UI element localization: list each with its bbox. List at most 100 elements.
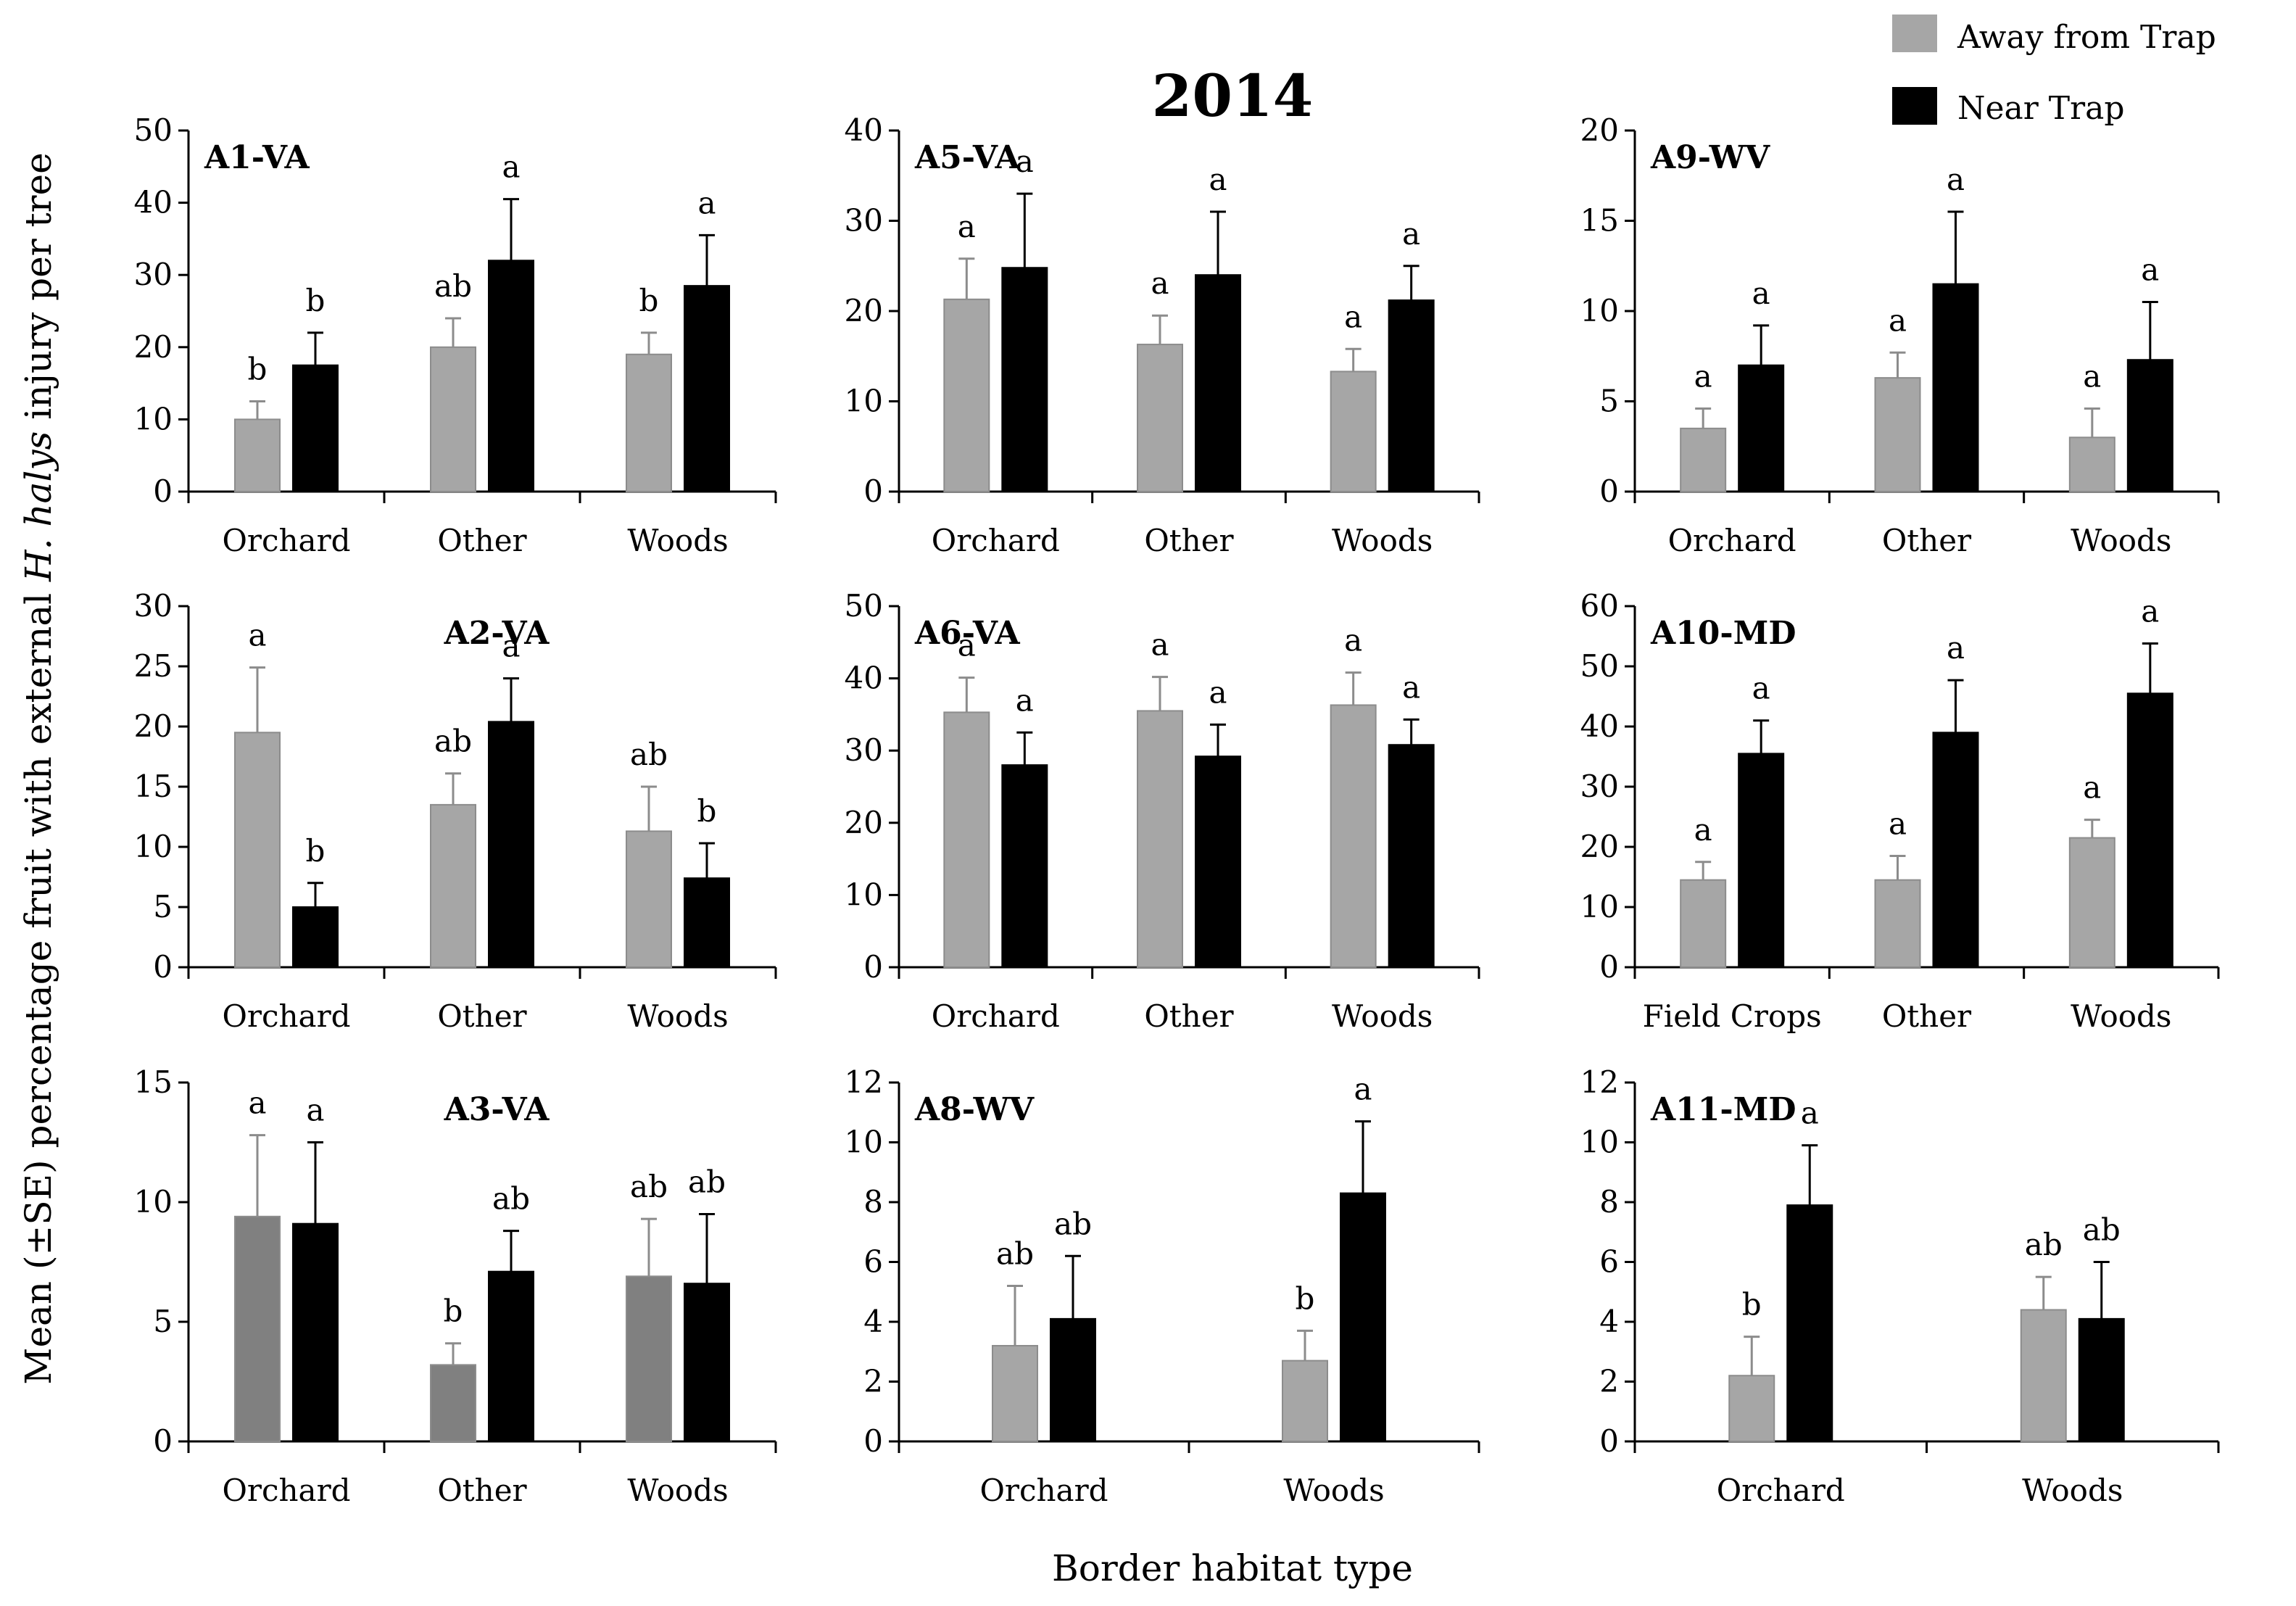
bar-near-trap — [1050, 1317, 1096, 1442]
bar-near-trap — [1738, 753, 1785, 968]
panel-title: A10-MD — [1650, 615, 1796, 652]
y-tick-label: 40 — [845, 661, 883, 696]
bar-away-from-trap — [430, 346, 476, 492]
y-tick-label: 0 — [1599, 473, 1619, 509]
significance-letter: a — [1889, 302, 1907, 338]
bar-near-trap — [684, 285, 730, 492]
y-tick-label: 10 — [134, 401, 173, 436]
bar-near-trap — [2078, 1317, 2125, 1442]
panel-title: A11-MD — [1650, 1091, 1796, 1128]
bar-away-from-trap — [2020, 1309, 2067, 1442]
y-tick-label: 2 — [1599, 1364, 1619, 1399]
x-tick-label: Woods — [627, 1473, 728, 1508]
y-tick-label: 50 — [845, 588, 883, 624]
significance-letter: a — [1016, 144, 1034, 179]
bar-near-trap — [1786, 1204, 1833, 1442]
bar-away-from-trap — [234, 732, 281, 968]
y-tick-label: 20 — [134, 708, 173, 744]
bar-away-from-trap — [943, 298, 990, 492]
panel-title: A1-VA — [204, 139, 310, 176]
panel-a9-wv: 0 5 10 15 20 A9-WV Orchard a a Other a a Woods a a — [1580, 112, 2220, 558]
y-tick-label: 10 — [134, 1184, 173, 1220]
panel-a10-md: 0 10 20 30 40 50 60 A10-MD Field Crops a a Other a a W… — [1580, 588, 2220, 1034]
y-tick-label: 6 — [1599, 1244, 1619, 1280]
bar-near-trap — [1001, 764, 1048, 968]
bar-near-trap — [684, 1283, 730, 1442]
y-tick-label: 10 — [1580, 293, 1619, 328]
bar-near-trap — [1195, 274, 1241, 492]
significance-letter: a — [1209, 162, 1227, 197]
x-tick-label: Woods — [1283, 1473, 1384, 1508]
bar-near-trap — [2126, 692, 2173, 968]
bar-away-from-trap — [430, 1364, 476, 1443]
bar-away-from-trap — [1330, 371, 1377, 492]
panel-title: A6-VA — [914, 615, 1021, 652]
y-tick-label: 0 — [1599, 1423, 1619, 1459]
x-tick-label: Other — [1882, 523, 1972, 558]
significance-letter: b — [444, 1294, 463, 1329]
significance-letter: ab — [630, 737, 668, 772]
x-tick-label: Woods — [627, 523, 728, 558]
y-tick-label: 25 — [134, 648, 173, 684]
y-tick-label: 6 — [863, 1244, 883, 1280]
x-tick-label: Woods — [2071, 523, 2171, 558]
y-tick-label: 0 — [153, 949, 173, 985]
significance-letter: a — [1151, 627, 1169, 663]
significance-letter: a — [958, 209, 976, 244]
y-tick-label: 30 — [134, 257, 173, 292]
significance-letter: b — [697, 793, 717, 829]
bar-near-trap — [292, 1222, 339, 1442]
panel-a5-va: 0 10 20 30 40 A5-VA Orchard a a Other a a Woods a a — [845, 112, 1480, 558]
bar-away-from-trap — [234, 418, 281, 493]
x-tick-label: Woods — [627, 998, 728, 1034]
bar-away-from-trap — [234, 1215, 281, 1443]
panel-title: A5-VA — [914, 139, 1021, 176]
bar-away-from-trap — [1680, 879, 1727, 969]
x-tick-label: Woods — [1332, 523, 1433, 558]
x-tick-label: Other — [437, 1473, 527, 1508]
y-tick-label: 10 — [134, 829, 173, 864]
y-tick-label: 10 — [1580, 1125, 1619, 1160]
significance-letter: a — [1344, 299, 1362, 334]
y-tick-label: 4 — [1599, 1304, 1619, 1339]
bar-near-trap — [2126, 359, 2173, 493]
y-tick-label: 60 — [1580, 588, 1619, 624]
x-tick-label: Orchard — [222, 1473, 350, 1508]
y-tick-label: 0 — [863, 1423, 883, 1459]
bar-near-trap — [1388, 299, 1435, 492]
bar-near-trap — [1738, 364, 1785, 493]
significance-letter: b — [1742, 1287, 1762, 1323]
x-tick-label: Other — [1144, 523, 1234, 558]
bar-near-trap — [488, 1270, 534, 1442]
significance-letter: b — [639, 283, 659, 318]
y-tick-label: 0 — [1599, 949, 1619, 985]
significance-letter: ab — [434, 724, 472, 759]
y-tick-label: 5 — [1599, 384, 1619, 419]
y-tick-label: 30 — [845, 732, 883, 768]
bar-away-from-trap — [1728, 1375, 1775, 1442]
x-tick-label: Orchard — [932, 523, 1060, 558]
y-tick-label: 0 — [153, 1423, 173, 1459]
bar-away-from-trap — [626, 830, 672, 969]
y-tick-label: 12 — [1580, 1064, 1619, 1100]
significance-letter: a — [1151, 265, 1169, 301]
y-tick-label: 5 — [153, 1304, 173, 1339]
bar-away-from-trap — [943, 711, 990, 968]
significance-letter: a — [958, 628, 976, 663]
bar-away-from-trap — [1680, 427, 1727, 492]
significance-letter: a — [1694, 812, 1712, 848]
significance-letter: ab — [492, 1181, 530, 1217]
y-tick-label: 8 — [1599, 1184, 1619, 1220]
y-axis-label: Mean (±SE) percentage fruit with externa… — [17, 152, 59, 1384]
x-tick-label: Other — [1144, 998, 1234, 1034]
significance-letter: b — [306, 833, 326, 869]
y-tick-label: 40 — [1580, 708, 1619, 744]
significance-letter: a — [1947, 162, 1965, 197]
significance-letter: ab — [2025, 1227, 2063, 1262]
y-tick-label: 20 — [134, 329, 173, 365]
significance-letter: a — [1402, 669, 1420, 705]
y-axis-label-species: H. halys — [17, 431, 59, 582]
significance-letter: a — [1209, 674, 1227, 710]
